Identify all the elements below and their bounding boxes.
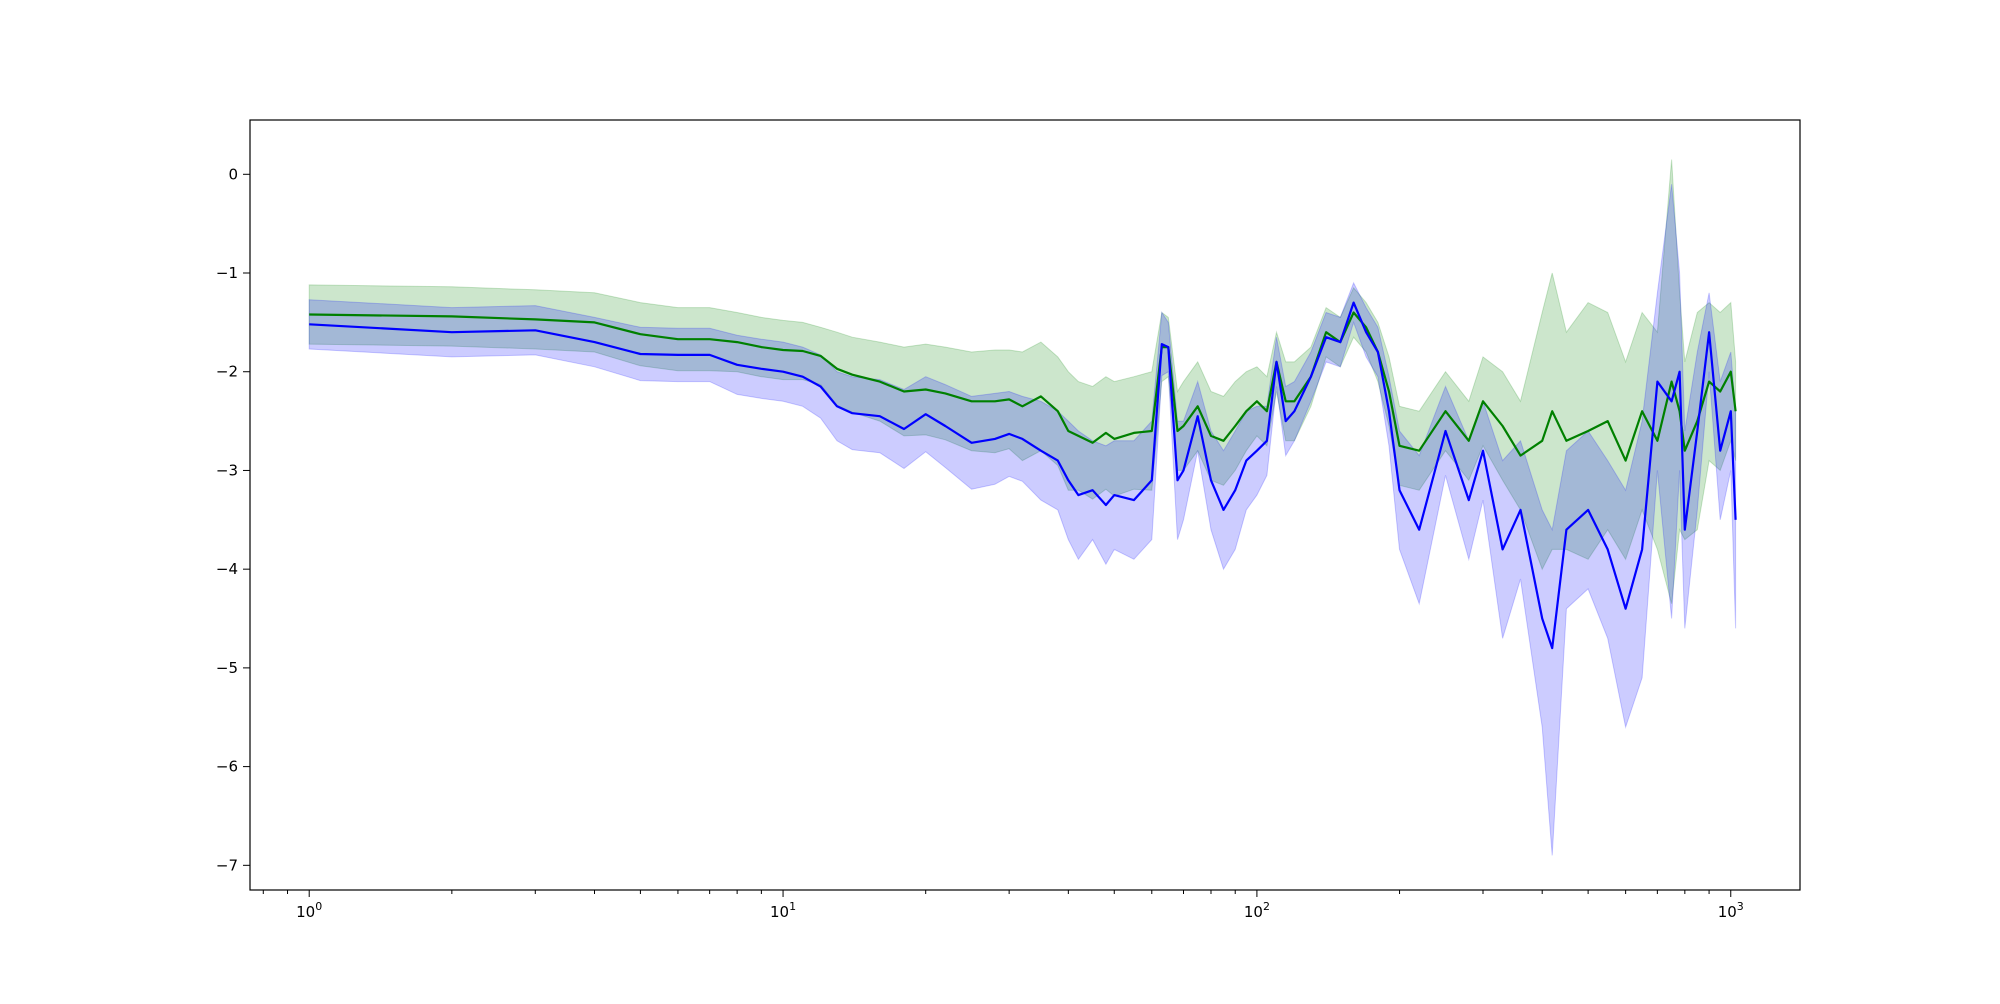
x-tick-label: 101 bbox=[770, 900, 796, 921]
x-tick-label: 100 bbox=[296, 900, 322, 921]
series-1-line bbox=[309, 311, 1737, 462]
series-1-band bbox=[308, 159, 1737, 604]
y-tick-label: −1 bbox=[216, 264, 238, 282]
y-tick-label: −5 bbox=[216, 659, 238, 677]
y-tick-label: −3 bbox=[216, 461, 238, 479]
y-tick-label: −2 bbox=[216, 363, 238, 381]
y-tick-label: −6 bbox=[216, 758, 238, 776]
y-tick-label: −4 bbox=[216, 560, 238, 578]
plot-frame bbox=[249, 119, 1801, 891]
x-tick-label: 102 bbox=[1244, 900, 1270, 921]
x-tick-label: 103 bbox=[1718, 900, 1744, 921]
confidence-bands bbox=[308, 159, 1737, 856]
x-axis: 100 101 102 103 bbox=[262, 890, 1744, 921]
series-2-line bbox=[309, 301, 1737, 650]
y-tick-label: 0 bbox=[228, 165, 238, 183]
y-tick-label: −7 bbox=[216, 856, 238, 874]
series-lines bbox=[309, 301, 1737, 650]
y-axis: 0 −1 −2 −3 −4 −5 −6 −7 bbox=[216, 165, 250, 874]
